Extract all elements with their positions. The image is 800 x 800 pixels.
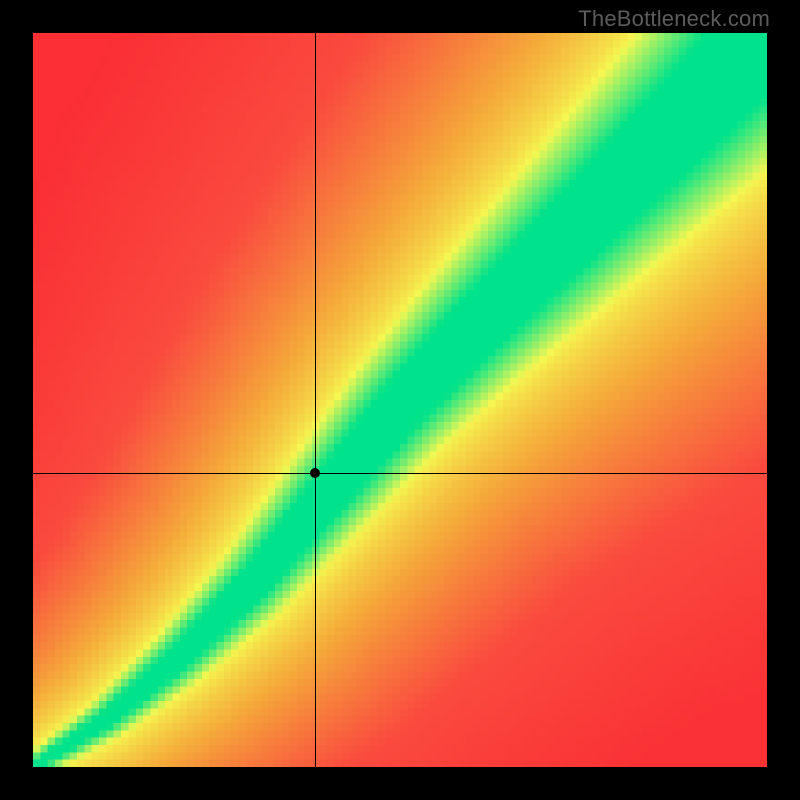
heatmap-canvas (33, 33, 767, 767)
query-point-marker (310, 468, 320, 478)
crosshair-vertical (315, 33, 316, 767)
crosshair-horizontal (33, 473, 767, 474)
watermark-text: TheBottleneck.com (578, 6, 770, 32)
plot-area (33, 33, 767, 767)
chart-container: TheBottleneck.com (0, 0, 800, 800)
